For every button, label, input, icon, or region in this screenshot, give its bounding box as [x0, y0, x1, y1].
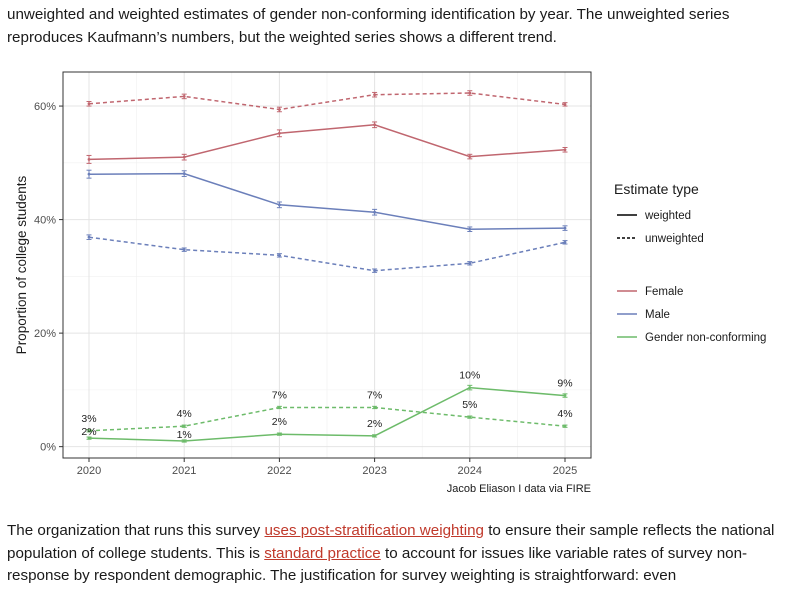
data-label: 2%	[81, 426, 96, 438]
data-point	[373, 123, 376, 127]
data-point	[563, 424, 567, 428]
data-label: 1%	[177, 429, 192, 441]
series-line-gender-non-conforming-weighted	[88, 386, 566, 442]
data-point	[278, 108, 281, 111]
intro-text: unweighted and weighted estimates of gen…	[7, 6, 730, 46]
data-point	[182, 155, 186, 159]
data-point	[182, 424, 186, 428]
data-point	[468, 227, 472, 231]
data-label: 10%	[459, 370, 480, 382]
data-point	[87, 172, 91, 176]
data-label: 9%	[557, 378, 572, 390]
data-label: 4%	[177, 408, 192, 420]
body-text-1: The organization that runs this survey	[7, 522, 265, 539]
data-point	[373, 269, 376, 273]
series-line-male-unweighted	[88, 236, 566, 272]
data-point	[468, 386, 472, 390]
data-point	[87, 158, 91, 161]
legend-label: Female	[645, 286, 683, 298]
plot-border	[62, 71, 592, 459]
x-tick-label: 2023	[362, 465, 386, 477]
body-text-2: to ensure their sample reflects the nati…	[7, 522, 775, 562]
data-point	[563, 394, 567, 397]
data-point	[182, 95, 186, 98]
data-point	[373, 93, 376, 97]
data-point	[182, 172, 186, 176]
data-label: 4%	[557, 408, 572, 420]
gender-identification-chart: 2% 1% 2% 2% 10% 9% 3% 4% 7% 7% 5% 4% 0% 20% 40% 60% 2020…	[14, 71, 766, 495]
data-point	[373, 406, 376, 409]
data-point	[278, 432, 281, 436]
legend-label: unweighted	[645, 233, 704, 245]
series-line-female-weighted	[88, 124, 566, 161]
data-point	[87, 429, 91, 433]
data-label: 7%	[272, 389, 287, 401]
data-point	[278, 253, 281, 257]
y-tick-label: 60%	[34, 101, 56, 113]
x-tick-label: 2022	[267, 465, 291, 477]
data-label: 7%	[367, 389, 382, 401]
chart-caption: Jacob Eliason I data via FIRE	[447, 483, 591, 495]
legend-label: weighted	[644, 210, 691, 222]
y-tick-label: 0%	[40, 442, 56, 454]
series-line-gender-non-conforming-unweighted	[88, 406, 566, 432]
post-stratification-link[interactable]: uses post-stratification weighting	[264, 522, 484, 539]
data-point	[468, 261, 472, 265]
data-point	[373, 434, 376, 438]
series-line-male-weighted	[88, 172, 566, 230]
body-paragraph: The organization that runs this survey u…	[7, 520, 782, 588]
data-label: 2%	[272, 416, 287, 428]
legend-title: Estimate type	[614, 181, 699, 197]
data-point	[468, 91, 472, 95]
x-tick-label: 2021	[172, 465, 196, 477]
data-point	[468, 155, 472, 158]
data-point	[278, 203, 281, 207]
data-point	[182, 248, 186, 252]
data-point	[373, 210, 376, 214]
y-axis-title: Proportion of college students	[14, 175, 29, 354]
data-point	[563, 148, 567, 152]
body-text-3: to account for issues like variable rate…	[7, 544, 748, 585]
y-tick-label: 20%	[34, 328, 56, 340]
data-point	[87, 436, 91, 440]
intro-paragraph: unweighted and weighted estimates of gen…	[7, 4, 782, 49]
data-point	[563, 226, 567, 230]
data-point	[563, 102, 567, 106]
x-tick-label: 2025	[553, 465, 577, 477]
x-tick-label: 2020	[77, 465, 101, 477]
standard-practice-link[interactable]: standard practice	[264, 544, 381, 562]
data-point	[563, 240, 567, 244]
data-point	[278, 406, 281, 409]
data-point	[278, 131, 281, 135]
legend-label: Gender non-conforming	[645, 332, 766, 344]
series-line-female-unweighted	[88, 92, 566, 111]
x-tick-label: 2024	[458, 465, 482, 477]
data-point	[87, 235, 91, 239]
data-label: 3%	[81, 413, 96, 425]
data-point	[468, 415, 472, 419]
legend-label: Male	[645, 309, 670, 321]
data-label: 5%	[462, 399, 477, 411]
data-point	[182, 439, 186, 443]
data-label: 2%	[367, 418, 382, 430]
y-tick-label: 40%	[34, 215, 56, 227]
data-point	[87, 102, 91, 106]
